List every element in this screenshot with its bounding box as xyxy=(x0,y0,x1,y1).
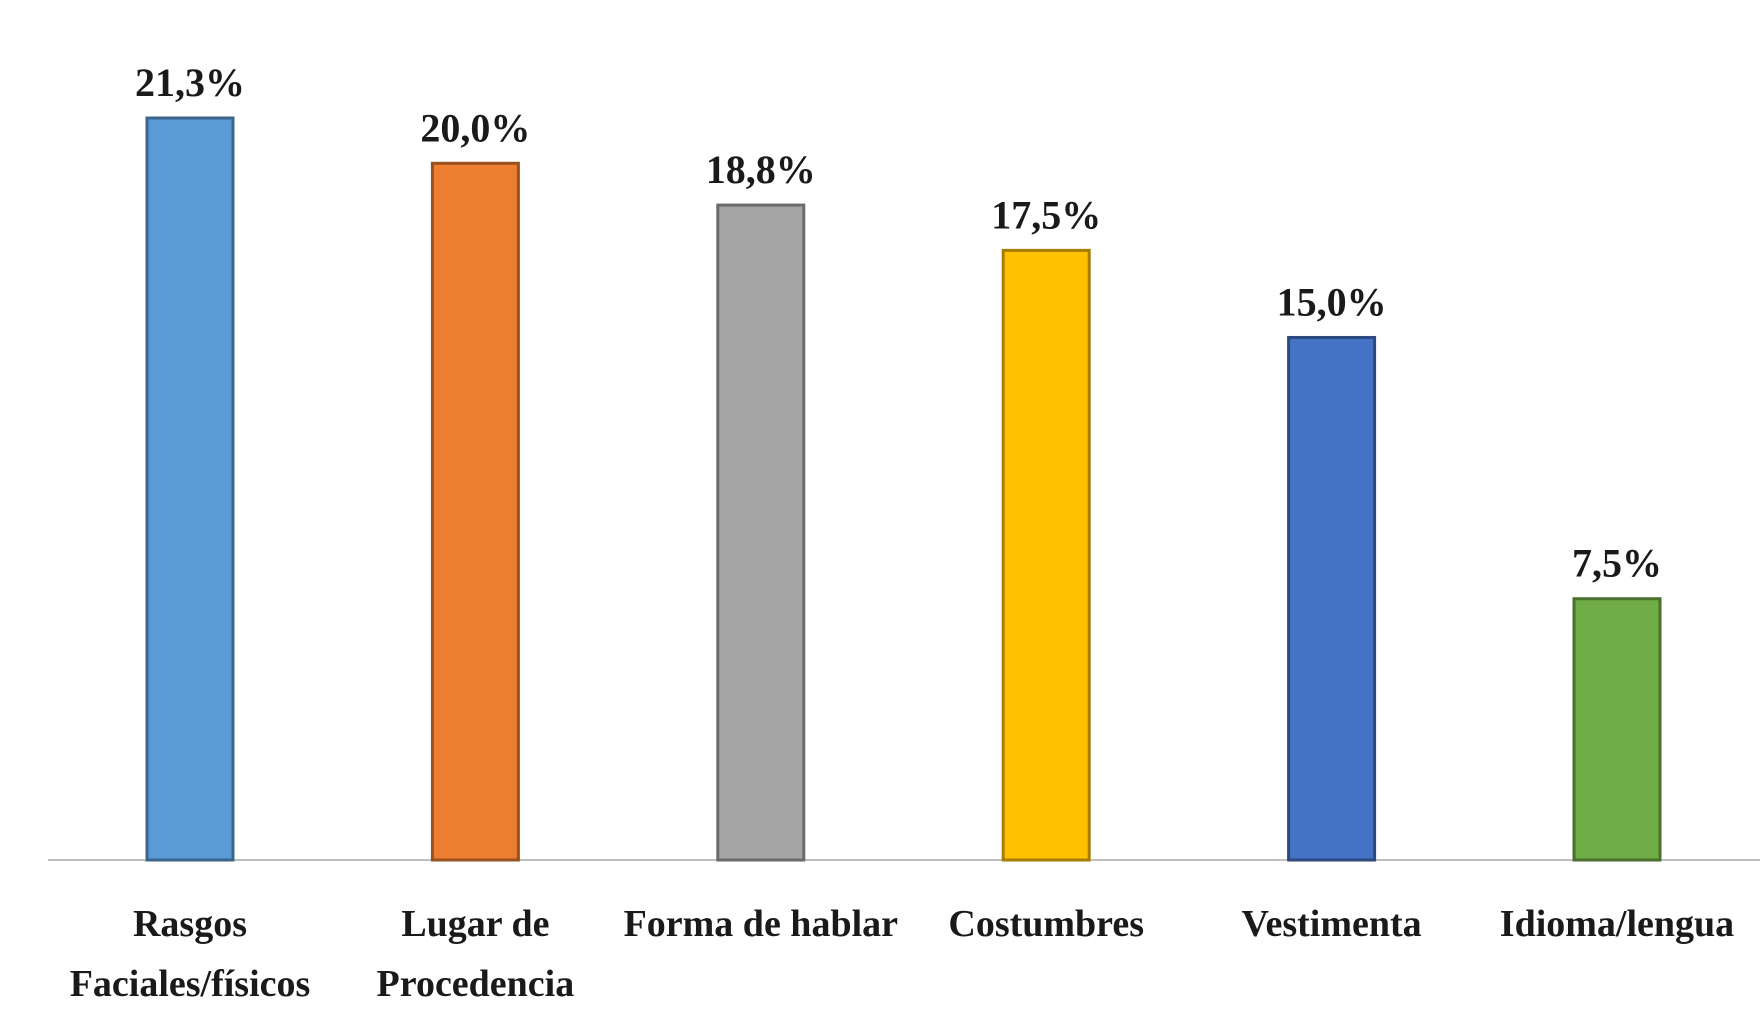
bar-1 xyxy=(430,161,520,862)
bar-2 xyxy=(716,203,806,862)
bar-5 xyxy=(1572,597,1662,862)
category-label-1-line-1: Procedencia xyxy=(377,963,575,1005)
category-label-2: Forma de hablar xyxy=(624,903,899,945)
category-label-5: Idioma/lengua xyxy=(1500,903,1734,945)
data-labels-group: 21,3% 20,0% 18,8% 17,5% 15,0% 7,5% xyxy=(135,60,1662,586)
data-label-4: 15,0% xyxy=(1277,279,1387,324)
category-label-0-line-1: Faciales/físicos xyxy=(70,963,311,1005)
bars-group xyxy=(145,116,1662,862)
data-label-0: 21,3% xyxy=(135,60,245,105)
data-label-3: 17,5% xyxy=(991,192,1101,237)
category-label-1-line-0: Lugar de xyxy=(401,903,549,945)
data-label-5: 7,5% xyxy=(1572,541,1662,586)
data-label-1: 20,0% xyxy=(420,105,530,150)
category-label-3: Costumbres xyxy=(948,903,1144,945)
bar-4 xyxy=(1287,335,1377,862)
bar-0 xyxy=(145,116,235,862)
data-label-2: 18,8% xyxy=(706,147,816,192)
category-label-4: Vestimenta xyxy=(1242,903,1422,945)
category-labels-group: Rasgos Faciales/físicos Lugar de Procedenci… xyxy=(70,903,1735,1005)
bar-3 xyxy=(1001,248,1091,862)
category-label-0-line-0: Rasgos xyxy=(133,903,247,945)
